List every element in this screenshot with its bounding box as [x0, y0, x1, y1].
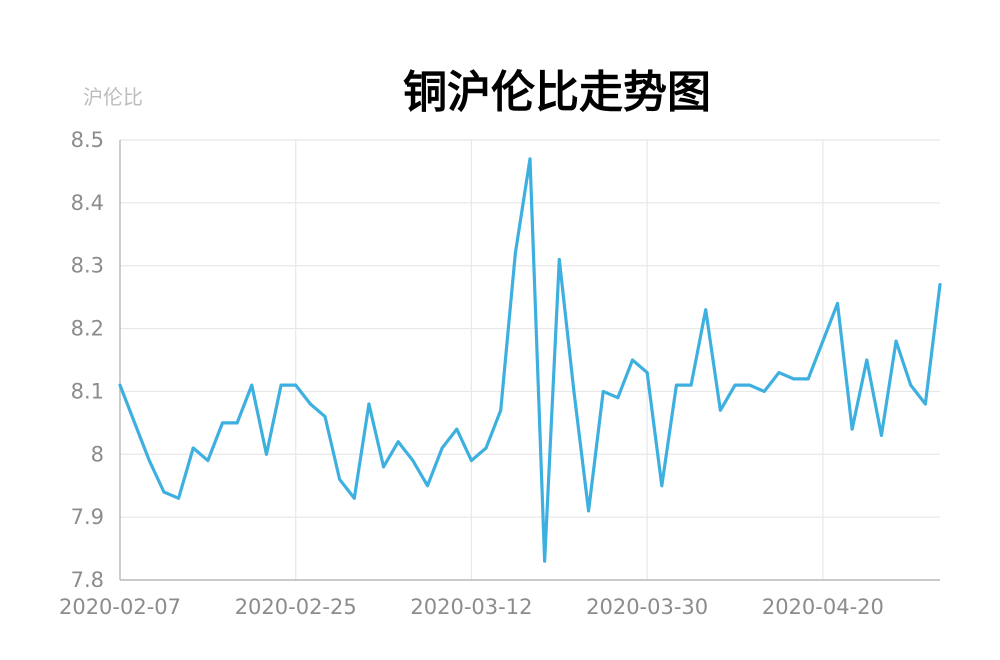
data-point — [191, 446, 195, 450]
x-axis-ticks: 2020-02-07 2020-02-25 2020-03-12 2020-03-30… — [59, 595, 884, 619]
data-point — [352, 496, 356, 500]
data-point — [440, 446, 444, 450]
data-point — [235, 421, 239, 425]
y-tick-label: 7.8 — [71, 568, 104, 592]
data-point — [616, 396, 620, 400]
data-point — [865, 358, 869, 362]
data-point — [367, 402, 371, 406]
data-point — [323, 415, 327, 418]
data-point — [162, 490, 166, 494]
series-line — [118, 157, 942, 563]
data-point — [133, 421, 137, 425]
data-point — [762, 390, 766, 393]
y-tick-label: 8.5 — [71, 128, 104, 152]
data-point — [777, 371, 781, 374]
data-point — [484, 446, 488, 450]
data-point — [821, 339, 825, 343]
data-point — [455, 427, 459, 431]
data-point — [221, 421, 224, 425]
data-point — [587, 509, 590, 513]
data-point — [470, 459, 473, 462]
x-tick-label: 2020-02-07 — [59, 595, 181, 619]
data-point — [675, 383, 678, 387]
data-point — [557, 258, 561, 261]
data-point — [206, 459, 210, 462]
x-tick-label: 2020-03-30 — [586, 595, 708, 619]
data-point — [850, 427, 854, 431]
data-point — [426, 484, 429, 488]
y-tick-label: 8.2 — [71, 317, 104, 341]
data-point — [806, 377, 810, 381]
data-point — [147, 459, 151, 462]
data-point — [411, 459, 415, 462]
data-point — [938, 283, 942, 286]
y-tick-label: 8 — [91, 442, 104, 466]
data-point — [528, 157, 532, 161]
data-point — [543, 559, 547, 563]
data-point — [338, 478, 342, 481]
data-point — [279, 383, 283, 387]
data-point — [265, 452, 268, 456]
data-point — [704, 308, 708, 312]
y-tick-label: 7.9 — [71, 505, 104, 529]
x-tick-label: 2020-02-25 — [235, 595, 357, 619]
chart-title: 铜沪伦比走势图 — [403, 67, 711, 118]
data-point — [923, 402, 927, 406]
horizontal-gridlines — [120, 139, 940, 518]
data-point — [572, 390, 576, 393]
y-axis-unit-label: 沪伦比 — [83, 85, 143, 109]
y-tick-label: 8.4 — [71, 191, 104, 215]
data-point — [631, 358, 634, 362]
data-point — [660, 484, 664, 488]
data-point — [118, 383, 122, 387]
vertical-gridlines — [295, 140, 824, 580]
data-point — [499, 408, 503, 412]
y-tick-label: 8.3 — [71, 254, 104, 278]
y-tick-label: 8.1 — [71, 379, 104, 403]
x-tick-label: 2020-04-20 — [762, 595, 884, 619]
data-point — [294, 383, 298, 387]
data-point — [909, 383, 913, 387]
data-point — [733, 383, 737, 387]
data-point — [880, 434, 883, 437]
data-point — [645, 371, 649, 374]
data-point — [836, 302, 839, 305]
y-axis-ticks: 8.5 8.4 8.3 8.2 8.1 8 7.9 7.8 — [71, 128, 104, 592]
series-layer — [118, 157, 942, 563]
data-point — [792, 377, 795, 381]
data-point — [250, 383, 254, 387]
data-point — [689, 383, 693, 387]
data-point — [601, 390, 605, 393]
data-point — [513, 251, 517, 255]
data-point — [718, 408, 722, 412]
data-point — [894, 339, 898, 343]
data-point — [177, 496, 180, 500]
data-point — [308, 402, 312, 406]
data-point — [382, 465, 385, 469]
x-tick-label: 2020-03-12 — [410, 595, 532, 619]
data-point — [748, 383, 752, 387]
data-point — [396, 440, 400, 444]
